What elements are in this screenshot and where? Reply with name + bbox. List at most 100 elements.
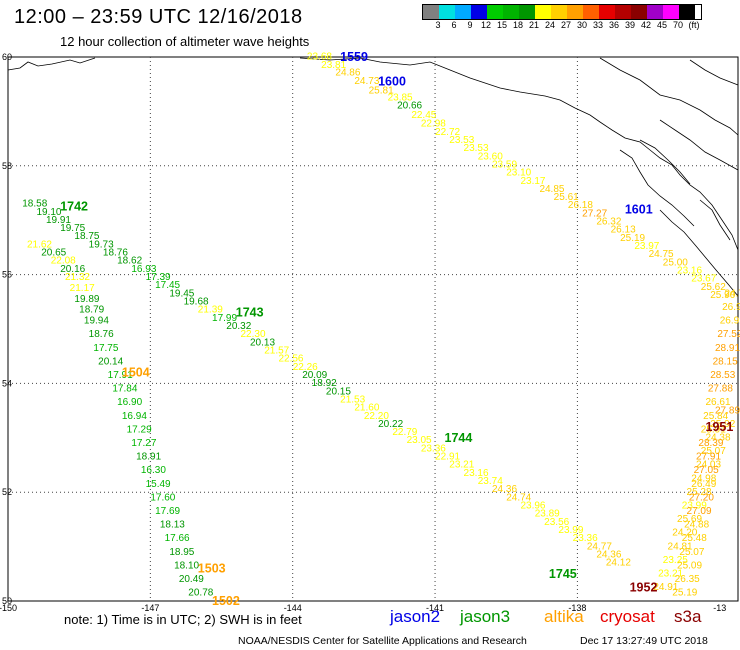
longitude-label: -147 [141,603,159,613]
wave-height-value: 20.09 [302,370,327,381]
longitude-label: -141 [426,603,444,613]
legend-swatch [519,5,535,19]
wave-height-value: 22.45 [411,110,436,121]
wave-height-value: 23.99 [682,501,707,512]
wave-height-value: 23.68 [307,52,332,63]
wave-height-value: 19.73 [89,239,114,250]
wave-height-value: 25.07 [679,547,704,558]
wave-height-value: 23.05 [407,435,432,446]
wave-height-value: 17.45 [155,280,180,291]
wave-height-value: 23.53 [449,135,474,146]
wave-height-value: 23.89 [535,509,560,520]
wave-height-value: 25.48 [682,533,707,544]
wave-height-value: 20.32 [226,321,251,332]
wave-height-value: 16.30 [141,465,166,476]
wave-height-value: 27.88 [708,384,733,395]
legend-swatch [615,5,631,19]
wave-height-value: 26.92 [720,316,740,327]
legend-swatch [583,5,599,19]
wave-height-value: 20.78 [188,588,213,599]
wave-height-value: 17.60 [150,492,175,503]
wave-height-value: 20.22 [378,419,403,430]
wave-height-value: 17.91 [108,370,133,381]
wave-height-value: 23.74 [478,476,503,487]
wave-height-value: 21.17 [70,283,95,294]
wave-height-value: 27.20 [689,492,714,503]
note-text: note: 1) Time is in UTC; 2) SWH is in fe… [64,612,302,627]
wave-height-value: 22.91 [435,452,460,463]
wave-height-value: 23.36 [573,533,598,544]
wave-height-value: 21.62 [27,239,52,250]
wave-height-value: 25.61 [554,192,579,203]
legend-tick: 6 [451,20,457,30]
panhandle-islands [619,139,739,297]
satellite-label-s3a: s3a [674,607,702,626]
legend-tick: 24 [544,20,555,30]
latitude-label: 60 [2,52,12,62]
wave-height-value: 22.56 [278,354,303,365]
wave-height-value: 25.69 [677,514,702,525]
satellite-label-altika: altika [544,607,584,626]
wave-height-value: 24.20 [672,528,697,539]
wave-height-value: 22.72 [435,127,460,138]
wave-height-value: 20.15 [326,386,351,397]
wave-height-value: 23.85 [388,93,413,104]
wave-height-value: 15.49 [146,479,171,490]
mainland-coast [599,57,739,171]
legend-swatch [487,5,503,19]
legend-tick: 39 [624,20,635,30]
wave-height-value: 28.15 [713,356,738,367]
wave-height-value: 18.95 [169,547,194,558]
wave-height-value: 24.86 [335,67,360,78]
wave-height-value: 24.81 [668,541,693,552]
legend-swatch [551,5,567,19]
legend-swatch [567,5,583,19]
wave-height-value: 23.81 [321,60,346,71]
wave-height-value: 17.69 [155,506,180,517]
wave-height-value: 18.13 [160,520,185,531]
wave-height-value: 18.92 [312,378,337,389]
wave-height-value: 18.58 [22,199,47,210]
wave-height-value: 27.89 [715,405,740,416]
pass-time-label: 1743 [236,306,264,320]
wave-height-value: 25.90 [710,290,735,301]
wave-height-value: 24.77 [587,541,612,552]
wave-height-value: 20.49 [179,574,204,585]
legend-tick: 45 [656,20,667,30]
wave-height-value: 20.14 [98,356,123,367]
wave-height-value: 18.76 [103,248,128,259]
wave-height-value: 21.60 [354,403,379,414]
coastline [7,57,739,297]
legend-swatch [503,5,519,19]
wave-height-value: 24.38 [706,433,731,444]
pass-time-label: 1601 [625,202,653,216]
satellite-label-jason2: jason2 [390,607,441,626]
legend-tick: 33 [592,20,603,30]
legend-tick: 12 [480,20,491,30]
wave-height-value: 21.57 [264,345,289,356]
wave-height-value: 17.75 [93,343,118,354]
page-subtitle: 12 hour collection of altimeter wave hei… [60,34,310,49]
wave-height-value: 20.13 [250,337,275,348]
legend-tick: 3 [435,20,441,30]
wave-height-value: 18.91 [136,452,161,463]
wave-height-value: 25.00 [663,257,688,268]
wave-height-value: 24.03 [696,460,721,471]
lat-lon-grid [8,57,738,601]
wave-height-value: 27.27 [582,208,607,219]
wave-height-value: 23.10 [506,168,531,179]
legend-swatch [679,5,695,19]
wave-height-value: 22.08 [51,256,76,267]
pass-time-label: 1745 [549,567,577,581]
footer-org: NOAA/NESDIS Center for Satellite Applica… [238,635,527,647]
wave-height-value: 22.30 [241,329,266,340]
pass-time-labels: 1559 1600 1601 1742 1743 1744 1745 1504 1503 1502… [60,50,733,608]
wave-height-value: 23.60 [478,151,503,162]
legend-swatch [647,5,663,19]
wave-height-value: 27.91 [696,452,721,463]
wave-height-value: 23.36 [421,443,446,454]
wave-height-value: 23.25 [663,555,688,566]
legend-tick-labels: 3 6 9 12 15 18 21 24 27 30 33 36 39 42 45 70 (ft) [430,20,702,30]
longitude-label: -150 [0,603,17,613]
